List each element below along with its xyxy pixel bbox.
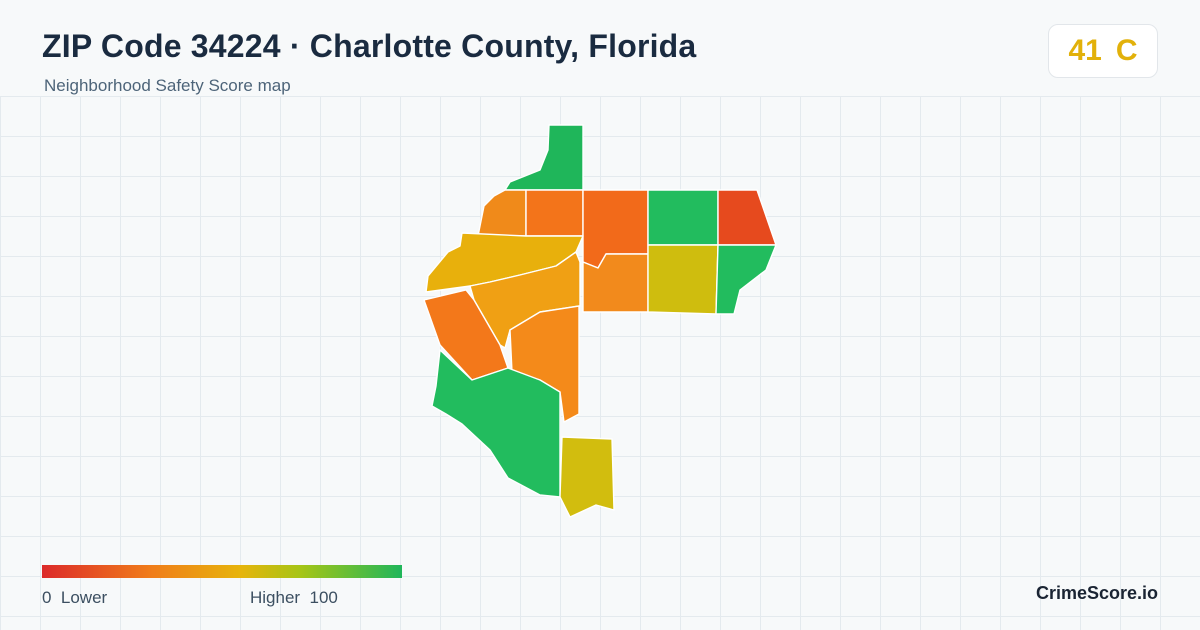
- page-title: ZIP Code 34224 · Charlotte County, Flori…: [42, 28, 697, 64]
- safety-score-value: 41: [1068, 34, 1102, 67]
- legend-gradient-bar: [42, 565, 402, 578]
- map-region-nw-block[interactable]: [477, 189, 527, 237]
- safety-score-grade: C: [1115, 34, 1138, 67]
- map-region-center-small[interactable]: [525, 189, 584, 237]
- brand-label: CrimeScore.io: [1035, 583, 1158, 603]
- map-region-east-olive[interactable]: [647, 244, 719, 315]
- map-region-south-green[interactable]: [431, 349, 561, 498]
- safety-score-badge: 41 C: [1048, 24, 1158, 78]
- map-region-ne-red[interactable]: [717, 189, 777, 246]
- map-region-east-green[interactable]: [715, 244, 777, 315]
- map-region-north-east-green[interactable]: [647, 189, 719, 246]
- map-region-north-strip[interactable]: [504, 124, 584, 191]
- legend-max-label: Higher 100: [250, 588, 338, 607]
- map-region-sw-orange[interactable]: [423, 289, 509, 381]
- legend-min-label: 0 Lower: [42, 588, 108, 607]
- page-subtitle: Neighborhood Safety Score map: [44, 76, 291, 95]
- map-region-south-olive[interactable]: [559, 436, 615, 518]
- map-grid-background: [0, 96, 1200, 630]
